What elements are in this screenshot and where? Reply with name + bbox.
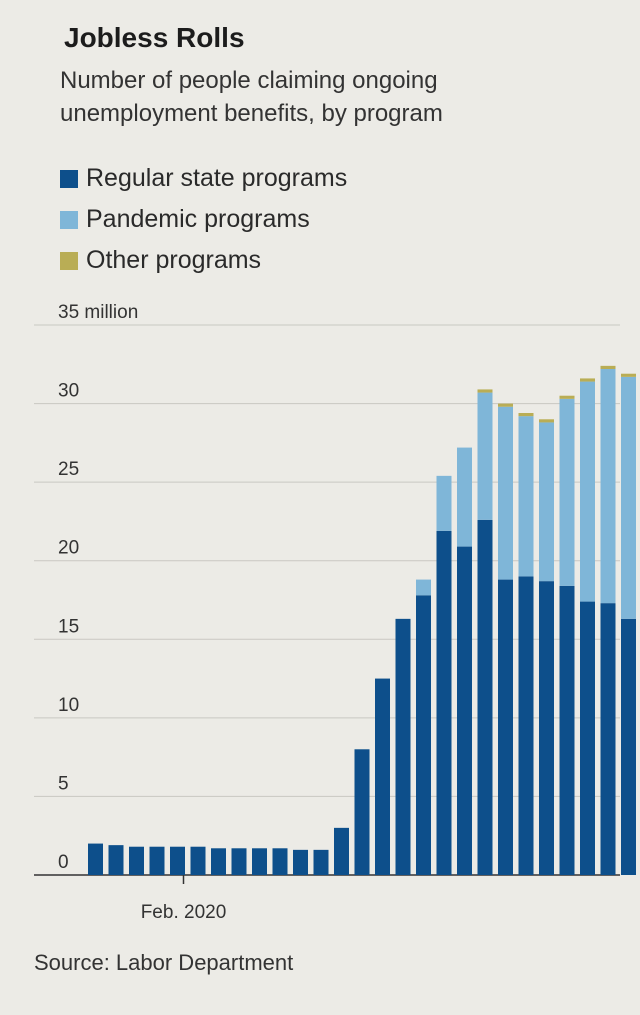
bar-regular bbox=[170, 846, 185, 875]
bar-regular bbox=[149, 846, 165, 875]
y-tick-label: 20 bbox=[58, 538, 79, 559]
chart-title: Jobless Rolls bbox=[64, 22, 245, 53]
bar-regular bbox=[88, 843, 103, 875]
legend-swatch-other bbox=[60, 251, 78, 270]
legend: Regular state programs Pandemic programs… bbox=[60, 158, 347, 281]
bar-regular bbox=[272, 848, 288, 875]
bar-regular bbox=[293, 849, 308, 875]
bar-other bbox=[600, 365, 616, 369]
bar-regular bbox=[416, 595, 431, 875]
bar-regular bbox=[600, 603, 616, 875]
bar-other bbox=[559, 395, 575, 399]
bar-other bbox=[518, 413, 534, 417]
bar-pandemic bbox=[539, 422, 554, 582]
y-tick-label: 30 bbox=[58, 381, 79, 402]
bar-pandemic bbox=[457, 447, 472, 547]
bar-regular bbox=[580, 601, 595, 875]
bar-regular bbox=[477, 519, 493, 875]
bar-pandemic bbox=[416, 579, 431, 596]
bar-pandemic bbox=[580, 381, 595, 602]
bar-regular bbox=[231, 848, 247, 875]
bar-other bbox=[477, 389, 493, 393]
bar-regular bbox=[190, 846, 206, 875]
legend-item-pandemic: Pandemic programs bbox=[60, 199, 347, 240]
bar-regular bbox=[334, 827, 349, 875]
y-tick-label: 25 bbox=[58, 459, 79, 480]
legend-item-other: Other programs bbox=[60, 240, 347, 281]
bar-regular bbox=[252, 848, 267, 875]
legend-label-regular: Regular state programs bbox=[86, 164, 348, 192]
bar-regular bbox=[498, 579, 513, 875]
y-tick-label: 0 bbox=[58, 852, 69, 873]
bar-pandemic bbox=[621, 376, 636, 619]
y-tick-label: 5 bbox=[58, 773, 69, 794]
bar-regular bbox=[395, 618, 411, 875]
y-tick-label: 15 bbox=[58, 616, 79, 637]
x-tick-label: Feb. 2020 bbox=[141, 902, 227, 923]
bar-pandemic bbox=[477, 392, 493, 520]
y-tick-label: 10 bbox=[58, 695, 79, 716]
bar-other bbox=[580, 378, 595, 382]
bar-other bbox=[539, 419, 554, 423]
bar-pandemic bbox=[498, 406, 513, 580]
bar-regular bbox=[518, 576, 534, 875]
bar-regular bbox=[621, 618, 636, 875]
legend-swatch-pandemic bbox=[60, 210, 78, 229]
bar-pandemic bbox=[600, 369, 616, 604]
bar-other bbox=[621, 373, 636, 377]
legend-swatch-regular bbox=[60, 169, 78, 188]
legend-item-regular: Regular state programs bbox=[60, 158, 347, 199]
bar-regular bbox=[354, 749, 370, 875]
source-note: Source: Labor Department bbox=[34, 950, 294, 975]
bar-other bbox=[498, 403, 513, 407]
bar-regular bbox=[457, 546, 472, 875]
legend-label-other: Other programs bbox=[86, 246, 262, 274]
bar-regular bbox=[375, 678, 390, 875]
bar-regular bbox=[436, 530, 452, 875]
bar-pandemic bbox=[518, 416, 534, 577]
chart-subtitle: Number of people claiming ongoing unempl… bbox=[60, 67, 443, 127]
bar-regular bbox=[211, 848, 226, 875]
bar-pandemic bbox=[436, 475, 452, 531]
bar-regular bbox=[108, 845, 124, 875]
bar-regular bbox=[539, 581, 554, 875]
y-tick-label: 35 million bbox=[58, 302, 138, 323]
bar-pandemic bbox=[559, 398, 575, 586]
bar-regular bbox=[559, 585, 575, 875]
legend-label-pandemic: Pandemic programs bbox=[86, 205, 310, 233]
bar-regular bbox=[129, 846, 144, 875]
bar-regular bbox=[313, 849, 329, 875]
